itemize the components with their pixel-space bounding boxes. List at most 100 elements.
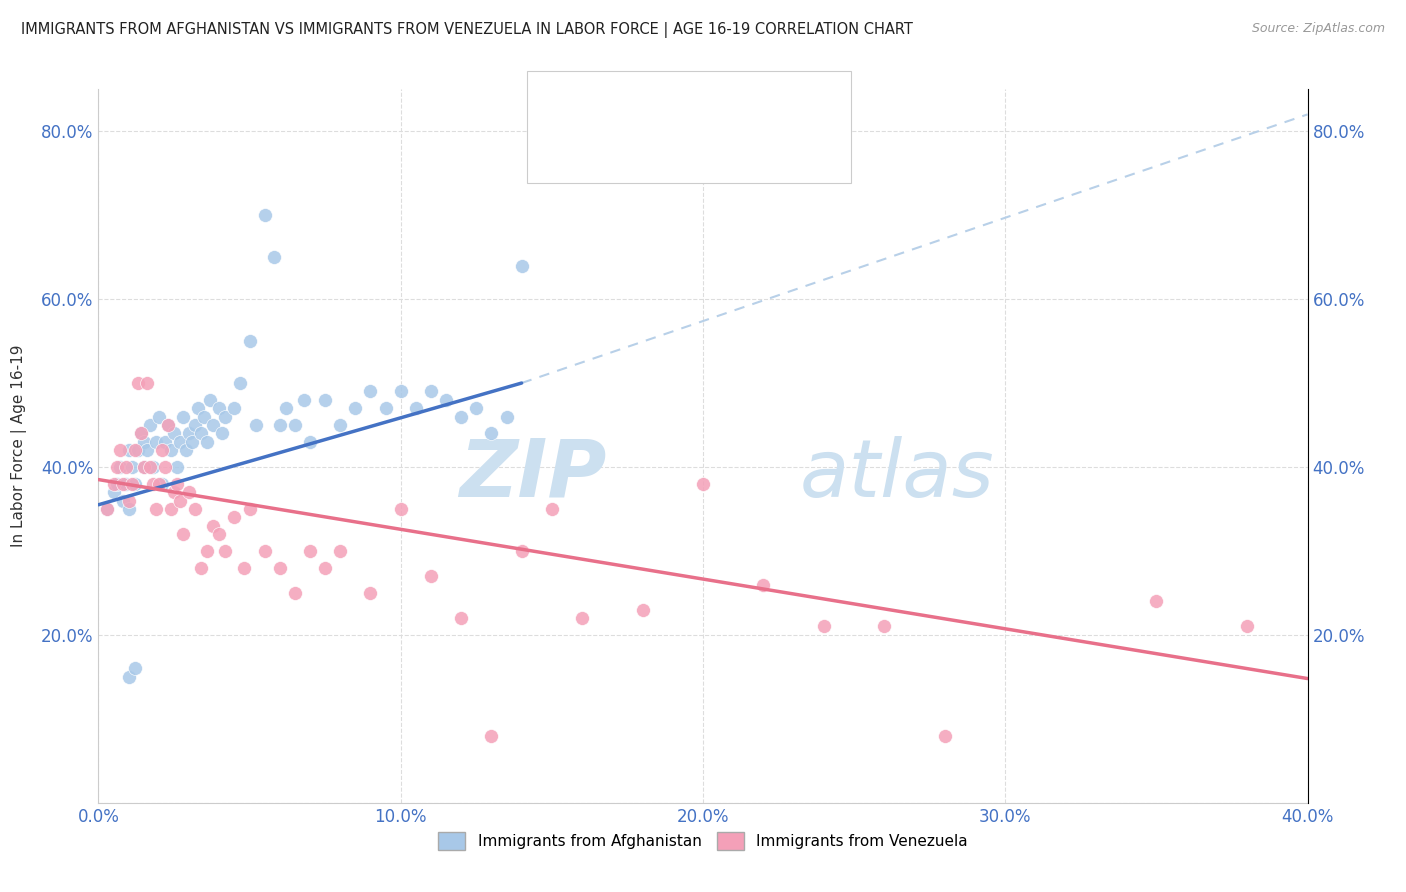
Point [193,409,215,424]
Point [156,417,179,432]
Point [284,586,307,600]
Point [450,611,472,625]
Point [360,384,382,399]
Y-axis label: In Labor Force | Age 16-19: In Labor Force | Age 16-19 [11,344,27,548]
Point [148,476,170,491]
Point [121,460,143,475]
Point [450,409,472,424]
Point [132,434,155,449]
Point [692,476,714,491]
Point [127,443,149,458]
Point [344,401,367,416]
Text: atlas: atlas [800,435,994,514]
Point [160,502,183,516]
Point [465,401,488,416]
Point [150,443,173,458]
Point [229,376,252,390]
Point [129,426,152,441]
Point [111,476,134,491]
Point [873,619,896,633]
Point [172,409,194,424]
Point [263,250,285,264]
Point [1236,619,1258,633]
Point [631,603,654,617]
Point [253,544,276,558]
Text: ZIP: ZIP [458,435,606,514]
Point [172,527,194,541]
Point [103,476,125,491]
Point [245,417,267,432]
Point [127,376,149,390]
Point [132,460,155,475]
Point [187,401,209,416]
Point [481,729,503,743]
Point [169,434,191,449]
Point [124,443,146,458]
Point [269,417,291,432]
Point [329,544,352,558]
Point [179,485,201,500]
Point [163,426,186,441]
Point [510,259,533,273]
Point [190,426,212,441]
Point [360,586,382,600]
Point [752,577,775,591]
Point [420,384,443,399]
Point [224,401,246,416]
Point [118,502,141,516]
Point [540,502,562,516]
Point [208,527,231,541]
Point [169,493,191,508]
Point [202,518,225,533]
Point [329,417,352,432]
Point [181,434,204,449]
Point [135,443,157,458]
Point [148,409,170,424]
Point [495,409,517,424]
Point [214,409,236,424]
Point [114,460,136,475]
Point [314,560,336,574]
Point [224,510,246,524]
Point [166,460,188,475]
Point [150,476,173,491]
Point [135,376,157,390]
Point [481,426,503,441]
Point [153,460,176,475]
Point [211,426,233,441]
Point [103,485,125,500]
Point [139,460,162,475]
Point [174,443,197,458]
Point [108,460,131,475]
Point [184,417,207,432]
Point [195,544,218,558]
Text: IMMIGRANTS FROM AFGHANISTAN VS IMMIGRANTS FROM VENEZUELA IN LABOR FORCE | AGE 16: IMMIGRANTS FROM AFGHANISTAN VS IMMIGRANT… [21,22,912,38]
Point [190,560,212,574]
Point [145,502,167,516]
Point [571,611,593,625]
Point [813,619,835,633]
Text: R =  0.236   N = 67: R = 0.236 N = 67 [585,91,747,109]
Point [111,493,134,508]
Point [105,460,128,475]
Point [142,460,165,475]
Point [405,401,427,416]
Point [239,502,262,516]
Point [200,392,222,407]
Point [153,434,176,449]
Point [118,493,141,508]
Point [156,417,179,432]
Point [934,729,956,743]
Point [166,476,188,491]
Point [195,434,218,449]
Point [105,476,128,491]
Point [121,476,143,491]
Point [239,334,262,348]
Point [510,544,533,558]
Point [96,502,118,516]
Point [96,502,118,516]
Point [274,401,297,416]
Point [374,401,396,416]
Point [284,417,307,432]
Point [208,401,231,416]
